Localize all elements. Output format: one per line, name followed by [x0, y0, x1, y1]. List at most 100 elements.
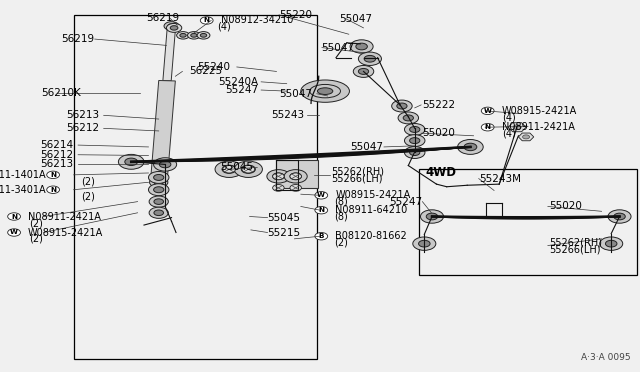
Text: 56225: 56225 [189, 67, 222, 76]
Text: 55243: 55243 [271, 110, 304, 120]
Text: 56210K: 56210K [42, 88, 81, 98]
Text: 55047: 55047 [339, 14, 372, 23]
Ellipse shape [166, 23, 182, 32]
Ellipse shape [170, 26, 178, 30]
Text: N: N [318, 207, 324, 213]
Ellipse shape [413, 237, 436, 250]
Circle shape [315, 206, 328, 214]
Ellipse shape [154, 187, 164, 193]
Ellipse shape [397, 103, 407, 109]
Text: W08915-2421A: W08915-2421A [502, 106, 577, 116]
Ellipse shape [301, 80, 349, 102]
Text: 56213: 56213 [40, 160, 74, 169]
Text: N08911-64210: N08911-64210 [335, 205, 408, 215]
Polygon shape [163, 26, 175, 81]
Ellipse shape [154, 158, 177, 171]
Ellipse shape [350, 40, 373, 53]
Circle shape [523, 135, 529, 139]
Circle shape [290, 173, 301, 180]
Text: W: W [10, 230, 18, 235]
Text: 55262(RH): 55262(RH) [332, 167, 385, 177]
Circle shape [200, 17, 213, 24]
Ellipse shape [200, 33, 207, 37]
Text: N: N [484, 124, 491, 130]
Bar [276, 160, 318, 188]
Ellipse shape [148, 184, 169, 196]
Circle shape [47, 186, 60, 193]
Text: 56212: 56212 [66, 124, 99, 133]
Circle shape [513, 125, 521, 129]
Ellipse shape [458, 140, 483, 154]
Ellipse shape [154, 174, 164, 180]
Ellipse shape [404, 147, 425, 158]
Ellipse shape [313, 86, 337, 97]
Text: (2): (2) [29, 218, 43, 228]
Text: (2): (2) [334, 238, 348, 247]
Ellipse shape [234, 161, 262, 177]
Text: N08911-2421A: N08911-2421A [28, 212, 101, 221]
Text: N: N [204, 17, 210, 23]
Ellipse shape [241, 165, 255, 173]
Ellipse shape [148, 171, 169, 183]
Text: 55243M: 55243M [479, 174, 521, 183]
Ellipse shape [608, 210, 631, 223]
Text: (8): (8) [334, 197, 348, 206]
Ellipse shape [180, 33, 186, 37]
Circle shape [273, 185, 284, 191]
Ellipse shape [159, 161, 171, 168]
Ellipse shape [398, 112, 419, 124]
Text: 55262(RH): 55262(RH) [549, 238, 602, 247]
Ellipse shape [419, 240, 430, 247]
Text: (4): (4) [502, 112, 516, 122]
Ellipse shape [464, 143, 477, 151]
Text: 55215: 55215 [268, 228, 301, 237]
Ellipse shape [310, 84, 340, 98]
Text: N08911-3401A: N08911-3401A [0, 185, 45, 195]
Circle shape [315, 232, 328, 240]
Ellipse shape [125, 158, 138, 166]
Text: A·3·A 0095: A·3·A 0095 [580, 353, 630, 362]
Text: N: N [50, 187, 56, 193]
Text: 55266(LH): 55266(LH) [332, 174, 383, 183]
Ellipse shape [154, 210, 164, 215]
Ellipse shape [197, 32, 210, 39]
Text: 55247: 55247 [389, 197, 422, 206]
Text: 55240: 55240 [197, 62, 230, 72]
Bar [419, 169, 637, 275]
Ellipse shape [191, 33, 197, 37]
Text: N08912-34210: N08912-34210 [221, 16, 293, 25]
Text: N: N [50, 172, 56, 178]
Circle shape [315, 192, 328, 199]
Text: 55266(LH): 55266(LH) [549, 244, 600, 254]
Ellipse shape [410, 138, 420, 144]
Ellipse shape [177, 32, 189, 39]
Ellipse shape [410, 150, 420, 155]
Text: 55020: 55020 [422, 128, 455, 138]
Ellipse shape [403, 115, 413, 121]
Text: N08911-1401A: N08911-1401A [0, 170, 45, 180]
Text: W08915-2421A: W08915-2421A [28, 228, 104, 237]
Text: 55240A: 55240A [218, 77, 258, 87]
Ellipse shape [273, 173, 284, 180]
Text: 55047: 55047 [321, 43, 355, 52]
Ellipse shape [188, 32, 200, 39]
Bar [74, 15, 317, 359]
Text: 56219: 56219 [146, 13, 179, 23]
Polygon shape [518, 133, 534, 141]
Ellipse shape [356, 43, 367, 50]
Text: 4WD: 4WD [426, 167, 456, 179]
Text: 56213: 56213 [66, 110, 99, 120]
Ellipse shape [154, 180, 163, 185]
Text: (4): (4) [218, 22, 231, 32]
Ellipse shape [290, 173, 301, 180]
Text: 55220: 55220 [279, 10, 312, 20]
Ellipse shape [353, 65, 374, 77]
Polygon shape [508, 123, 526, 132]
Ellipse shape [404, 135, 425, 147]
Ellipse shape [426, 213, 438, 220]
Text: 55047: 55047 [279, 89, 312, 99]
Text: 55047: 55047 [349, 142, 383, 152]
Ellipse shape [222, 165, 236, 173]
Ellipse shape [358, 52, 381, 65]
Circle shape [223, 166, 236, 173]
